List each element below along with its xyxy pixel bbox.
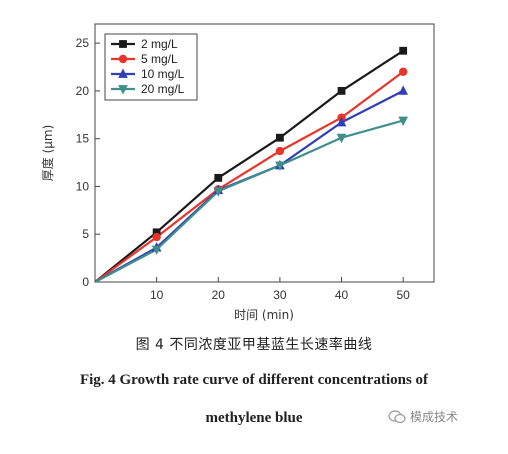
- x-tick-label: 20: [212, 288, 226, 302]
- y-axis: 0 5 10 15 20 25: [76, 36, 100, 289]
- y-tick-label: 0: [82, 275, 89, 289]
- legend-marker: [118, 54, 128, 64]
- legend-label: 2 mg/L: [141, 37, 178, 51]
- x-tick-label: 50: [397, 288, 411, 302]
- x-tick-label: 10: [150, 288, 164, 302]
- x-axis-title: 时间 (min): [234, 308, 294, 322]
- x-tick-label: 30: [273, 288, 287, 302]
- y-tick-label: 15: [76, 132, 90, 146]
- plot-frame: [94, 23, 435, 283]
- y-tick-label: 25: [76, 36, 90, 50]
- data-point: [398, 67, 408, 76]
- y-tick-label: 5: [82, 227, 89, 241]
- series-line-1: [94, 49, 404, 283]
- line-chart: 0 5 10 15 20 25 10 20 30 40 50 2 mg/L5 mg/L10 mg/…: [40, 23, 435, 322]
- legend-marker: [118, 85, 128, 95]
- data-point: [336, 133, 347, 144]
- data-point: [336, 116, 347, 127]
- series-lines: [94, 49, 404, 283]
- figure-caption-english-line1: Fig. 4 Growth rate curve of different co…: [79, 372, 429, 388]
- series-line-2: [94, 70, 404, 283]
- data-point: [276, 133, 284, 142]
- data-point: [399, 46, 408, 55]
- data-point: [151, 245, 162, 256]
- data-point: [398, 85, 409, 95]
- y-tick-label: 10: [76, 179, 90, 193]
- legend-label: 10 mg/L: [141, 67, 185, 81]
- figure-caption-chinese: 图 4 不同浓度亚甲基蓝生长速率曲线: [135, 337, 373, 353]
- series-markers: [151, 46, 409, 256]
- legend-label: 20 mg/L: [141, 82, 185, 96]
- legend-label: 5 mg/L: [141, 52, 178, 66]
- watermark: 模成技术: [388, 408, 458, 425]
- y-tick-label: 20: [76, 84, 90, 98]
- data-point: [398, 116, 409, 127]
- data-point: [213, 187, 224, 197]
- wechat-icon: [388, 409, 406, 423]
- data-point: [152, 232, 161, 242]
- data-point: [337, 86, 346, 95]
- legend: 2 mg/L5 mg/L10 mg/L20 mg/L: [104, 33, 198, 101]
- data-point: [275, 146, 285, 156]
- x-axis: 10 20 30 40 50: [150, 277, 410, 302]
- watermark-text: 模成技术: [410, 410, 459, 424]
- legend-marker: [119, 40, 127, 48]
- legend-marker: [118, 68, 128, 78]
- data-point: [275, 161, 285, 171]
- series-line-4: [94, 119, 404, 283]
- y-axis-title: 厚度 (μm): [40, 125, 55, 182]
- x-tick-label: 40: [335, 288, 349, 302]
- data-point: [214, 173, 223, 182]
- figure-caption-english-line2: methylene blue: [205, 410, 303, 426]
- series-line-3: [94, 89, 404, 283]
